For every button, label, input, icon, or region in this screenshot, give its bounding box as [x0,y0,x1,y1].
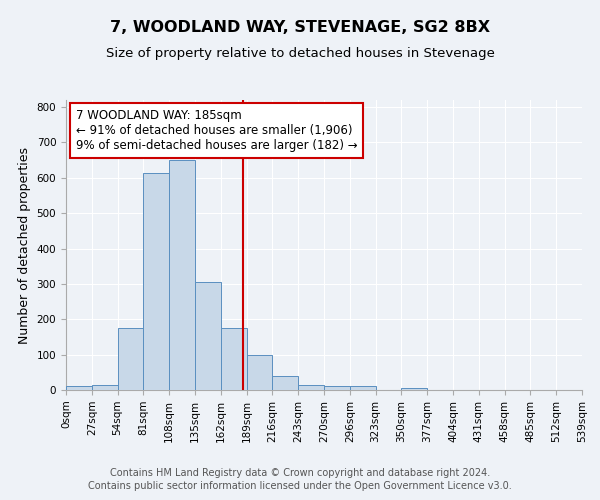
Y-axis label: Number of detached properties: Number of detached properties [18,146,31,344]
Bar [221,328,247,390]
Bar [118,328,143,390]
Bar [401,388,427,390]
Bar [195,282,221,390]
Bar [66,386,92,390]
Bar [92,384,118,390]
Bar [350,386,376,390]
Bar [247,354,272,390]
Bar [169,160,195,390]
Text: 7, WOODLAND WAY, STEVENAGE, SG2 8BX: 7, WOODLAND WAY, STEVENAGE, SG2 8BX [110,20,490,35]
Text: Size of property relative to detached houses in Stevenage: Size of property relative to detached ho… [106,48,494,60]
Text: Contains public sector information licensed under the Open Government Licence v3: Contains public sector information licen… [88,481,512,491]
Bar [298,384,324,390]
Bar [324,386,350,390]
Bar [143,172,169,390]
Text: 7 WOODLAND WAY: 185sqm
← 91% of detached houses are smaller (1,906)
9% of semi-d: 7 WOODLAND WAY: 185sqm ← 91% of detached… [76,109,357,152]
Bar [272,376,298,390]
Text: Contains HM Land Registry data © Crown copyright and database right 2024.: Contains HM Land Registry data © Crown c… [110,468,490,477]
